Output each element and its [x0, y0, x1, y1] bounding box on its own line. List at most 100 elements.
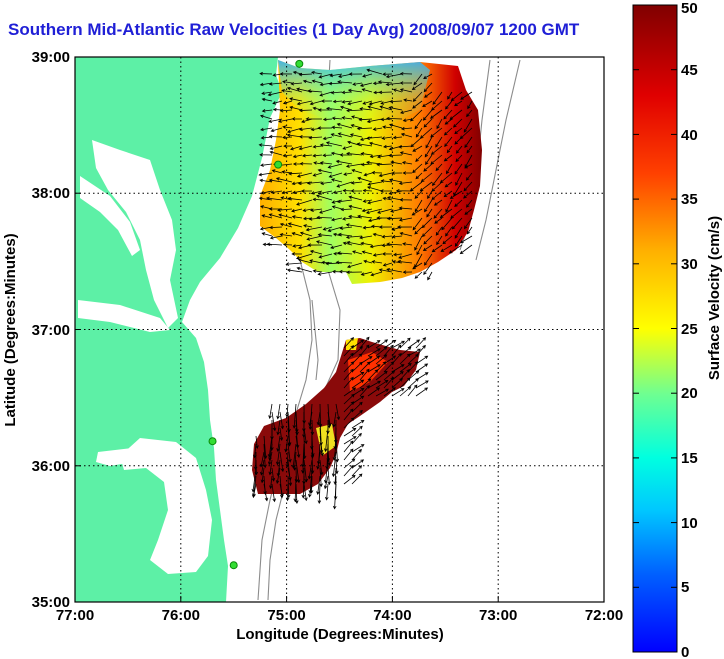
velocity-arrow [360, 241, 373, 246]
velocity-arrow [362, 73, 373, 78]
velocity-arrow [377, 80, 393, 84]
velocity-arrow [454, 199, 463, 207]
velocity-arrow [320, 181, 333, 186]
velocity-arrow [402, 118, 413, 123]
velocity-arrow [459, 244, 473, 255]
velocity-arrow [296, 199, 313, 206]
velocity-arrow [319, 435, 325, 457]
velocity-arrow [351, 459, 365, 469]
velocity-arrow [275, 177, 293, 183]
velocity-arrow [464, 136, 473, 149]
velocity-arrow [379, 189, 393, 193]
velocity-arrow [303, 483, 308, 502]
velocity-arrow [369, 244, 383, 249]
velocity-arrow [279, 451, 285, 473]
velocity-arrow [349, 133, 363, 138]
velocity-arrow [351, 465, 363, 477]
velocity-arrow [407, 378, 419, 389]
velocity-arrow [362, 199, 373, 203]
velocity-arrow [436, 235, 443, 246]
velocity-arrow [420, 172, 433, 183]
velocity-arrow [433, 208, 443, 219]
velocity-arrow [266, 242, 283, 247]
velocity-arrow [300, 189, 313, 193]
velocity-arrow [455, 145, 463, 154]
velocity-arrow [381, 136, 393, 140]
velocity-arrow [343, 376, 354, 389]
velocity-arrow [448, 244, 463, 254]
velocity-arrow [363, 172, 373, 177]
velocity-arrow [315, 240, 333, 246]
x-tick-label: 74:00 [373, 607, 411, 624]
velocity-arrow [268, 213, 283, 219]
velocity-arrow [346, 108, 363, 113]
velocity-arrow [343, 474, 356, 485]
velocity-arrow [388, 153, 403, 158]
velocity-arrow [305, 226, 323, 232]
velocity-arrow [411, 82, 423, 90]
velocity-arrow [268, 178, 283, 183]
velocity-arrow [399, 369, 410, 381]
velocity-arrow [423, 163, 433, 172]
velocity-arrow [399, 81, 413, 85]
velocity-arrow [348, 72, 363, 76]
velocity-arrow [358, 117, 373, 122]
velocity-arrow [380, 179, 393, 183]
x-tick-label: 75:00 [267, 607, 305, 624]
velocity-arrow [312, 153, 323, 158]
velocity-arrow [386, 242, 403, 246]
velocity-arrow [325, 483, 329, 501]
velocity-arrow [260, 459, 265, 476]
velocity-arrow [295, 253, 313, 260]
velocity-arrow [430, 145, 443, 155]
velocity-arrow [346, 270, 363, 275]
james-river [78, 300, 170, 332]
velocity-arrow [322, 153, 333, 158]
velocity-arrow [414, 271, 423, 279]
velocity-arrow [386, 216, 403, 221]
velocity-arrow [383, 377, 394, 389]
velocity-arrow [279, 72, 293, 76]
velocity-arrow [323, 475, 329, 490]
velocity-arrow [332, 190, 343, 194]
velocity-arrow [261, 109, 273, 113]
velocity-arrow [298, 127, 313, 132]
velocity-arrow [351, 473, 363, 485]
velocity-arrow [379, 105, 393, 111]
velocity-arrow [444, 136, 453, 148]
velocity-arrow [341, 90, 353, 95]
velocity-arrow [275, 467, 281, 484]
velocity-arrow [308, 483, 313, 498]
velocity-arrow [463, 217, 473, 230]
velocity-arrow [343, 417, 355, 429]
velocity-arrow [357, 176, 373, 183]
velocity-arrow [412, 163, 423, 174]
velocity-arrow [351, 444, 365, 453]
velocity-arrow [282, 135, 293, 140]
south-velocity-field [252, 338, 420, 494]
velocity-arrow [366, 118, 383, 124]
velocity-arrow [335, 260, 353, 265]
velocity-arrow [399, 337, 411, 349]
velocity-arrow [281, 89, 293, 93]
velocity-arrow [434, 217, 443, 224]
velocity-arrow [423, 235, 433, 245]
velocity-arrow [340, 207, 353, 212]
colorbar-tick-label: 40 [681, 127, 698, 144]
velocity-arrow [335, 403, 341, 421]
velocity-arrow [367, 380, 381, 389]
velocity-arrow [445, 100, 453, 110]
velocity-arrow [435, 136, 443, 148]
velocity-arrow [343, 337, 355, 349]
velocity-arrow [455, 172, 463, 186]
velocity-arrow [279, 427, 284, 442]
colorbar-tick-label: 35 [681, 191, 698, 208]
velocity-arrow [367, 369, 379, 381]
velocity-arrow [292, 154, 303, 159]
velocity-arrow [378, 268, 393, 273]
velocity-arrow [399, 88, 413, 93]
velocity-arrow [323, 427, 329, 453]
y-tick-label: 35:00 [32, 594, 70, 611]
velocity-arrow [367, 217, 383, 223]
velocity-arrow [317, 108, 333, 112]
